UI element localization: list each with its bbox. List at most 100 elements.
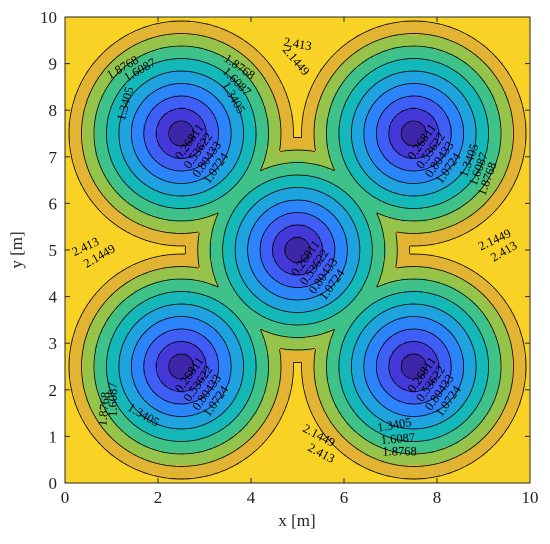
contour-band-cell [350,281,366,286]
contour-band-cell [170,83,192,87]
contour-band-cell [443,107,459,111]
contour-band-cell [263,74,279,78]
contour-band-cell [335,425,351,430]
contour-band-cell [143,272,216,277]
contour-band-cell [173,155,192,159]
contour-band-cell [344,341,357,346]
contour-band-cell [380,185,447,189]
contour-band-cell [440,308,465,313]
contour-band-cell [353,377,366,382]
contour-band-cell [458,221,483,226]
contour-band-cell [236,332,249,337]
contour-band-cell [128,395,144,400]
contour-band-cell [518,320,530,325]
contour-band-cell [323,404,336,409]
contour-band-cell [383,77,444,81]
contour-band-cell [224,320,243,325]
contour-band-cell [467,296,486,301]
contour-band-cell [218,281,231,286]
contour-band-cell [353,278,366,283]
contour-band-cell [266,116,282,120]
contour-band-cell [83,308,99,313]
contour-band-cell [383,326,447,331]
contour-band-cell [89,167,102,171]
contour-band-cell [365,377,381,382]
contour-band-cell [500,140,513,144]
contour-band-cell [347,59,366,63]
contour-band-cell [383,257,399,262]
contour-band-cell [110,434,129,439]
contour-band-cell [479,326,492,331]
contour-band-cell [305,224,327,229]
contour-band-cell [74,164,87,168]
contour-band-cell [473,380,489,385]
contour-band-cell [380,212,450,217]
contour-band-cell [221,317,240,322]
contour-band-cell [257,278,276,283]
contour-band-cell [512,347,525,352]
contour-band-cell [311,407,324,412]
contour-band-cell [392,374,408,379]
contour-band-cell [317,386,330,391]
contour-band-cell [212,446,240,451]
contour-band-cell [137,275,216,280]
contour-band-cell [467,416,486,421]
contour-band-cell [452,428,474,433]
contour-band-cell [434,191,459,195]
contour-band-cell [155,134,171,138]
contour-band-cell [425,371,438,376]
contour-band-cell [230,353,243,358]
contour-band-cell [65,53,102,57]
contour-band-cell [500,437,530,442]
contour-band-cell [146,38,216,42]
contour-band-cell [242,380,255,385]
contour-band-cell [326,62,342,66]
contour-band-cell [365,92,384,96]
contour-band-cell [95,119,108,123]
contour-band-cell [356,296,384,301]
contour-band-cell [332,314,360,319]
contour-band-cell [119,407,138,412]
contour-band-cell [269,62,327,66]
contour-band-cell [206,392,225,397]
contour-band-cell [65,326,78,331]
contour-band-cell [332,392,345,397]
contour-band-cell [194,128,207,132]
contour-band-cell [197,260,213,265]
contour-band-cell [164,230,198,235]
contour-band-cell [350,302,372,307]
contour-band-cell [128,230,165,235]
contour-band-cell [143,68,222,72]
contour-band-cell [131,293,159,298]
contour-band-cell [155,89,207,93]
contour-band-cell [476,377,489,382]
contour-band-cell [524,158,530,162]
contour-band-cell [134,263,201,268]
contour-band-cell [377,167,402,171]
contour-band-cell [485,341,498,346]
contour-band-cell [176,143,189,147]
contour-band-cell [278,320,318,325]
contour-band-cell [500,113,513,117]
contour-band-cell [92,317,108,322]
contour-band-cell [485,113,501,117]
contour-band-cell [197,254,210,259]
contour-band-cell [71,347,84,352]
contour-band-cell [401,368,426,373]
contour-band-cell [197,383,216,388]
contour-band-cell [230,116,243,120]
contour-band-cell [341,377,354,382]
contour-band-cell [383,266,396,271]
contour-band-cell [389,368,402,373]
contour-band-cell [353,221,369,226]
contour-band-cell [464,203,486,208]
contour-band-cell [437,293,465,298]
contour-band-cell [293,236,303,241]
contour-band-cell [425,386,444,391]
contour-band-cell [233,47,255,51]
contour-band-cell [203,146,216,150]
contour-band-cell [122,380,135,385]
contour-band-cell [224,41,249,45]
contour-band-cell [521,398,530,403]
contour-fill [65,17,530,483]
